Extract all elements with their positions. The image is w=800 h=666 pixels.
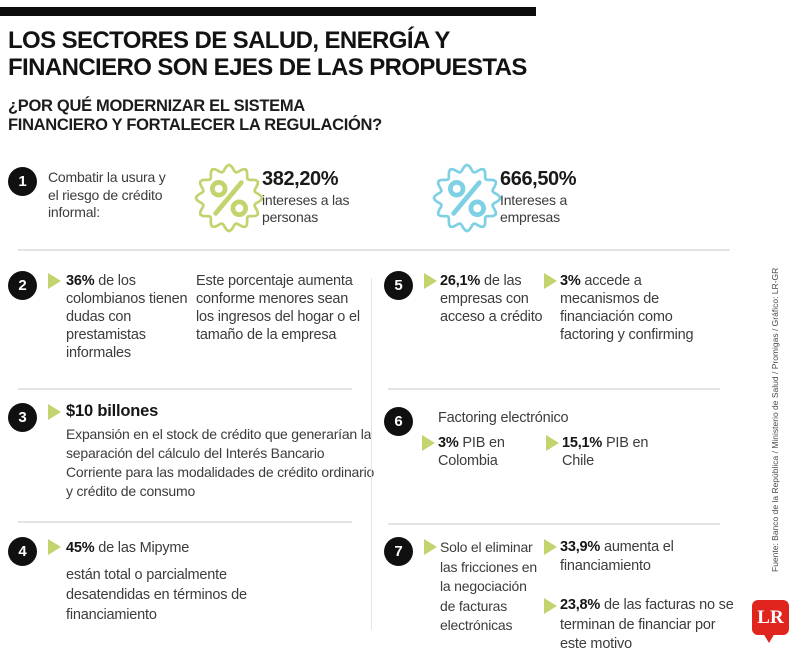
- item4-text: están total o parcialmente desatendidas …: [66, 567, 247, 623]
- arrow-icon: [48, 539, 61, 555]
- item3-number-badge: 3: [8, 403, 37, 432]
- page-subtitle-line1: ¿POR QUÉ MODERNIZAR EL SISTEMA: [8, 97, 305, 115]
- item6-col1: 3% PIB en Colombia: [438, 434, 530, 470]
- item5-text2: accede a mecanismos de financiación como…: [560, 273, 694, 343]
- top-bar: [0, 7, 536, 16]
- item1-persons-value: 382,20%: [262, 168, 339, 190]
- arrow-icon: [48, 273, 61, 289]
- item6-stat2: 15,1%: [562, 435, 603, 451]
- item6-stat1: 3%: [438, 435, 459, 451]
- item5-number-badge: 5: [384, 271, 413, 300]
- item5-stat2: 3%: [560, 273, 581, 289]
- arrow-icon: [544, 598, 557, 614]
- item7-text1: aumenta el financiamiento: [560, 539, 674, 574]
- arrow-icon: [544, 273, 557, 289]
- item7-stat1: 33,9%: [560, 539, 601, 555]
- item1-companies-label: Intereses a empresas: [500, 192, 568, 225]
- item1-text: Combatir la usura y el riesgo de crédito…: [48, 169, 166, 220]
- item3-stat: $10 billones: [66, 402, 159, 420]
- lr-logo: LR: [752, 600, 789, 643]
- divider: [18, 249, 730, 251]
- item4-stat-line: 45% de las Mipyme: [66, 539, 286, 557]
- arrow-icon: [422, 435, 435, 451]
- percent-glyph: [447, 180, 487, 218]
- item1-companies-value: 666,50%: [500, 168, 577, 190]
- item7-number-badge: 7: [384, 537, 413, 566]
- item2-stat: 36%: [66, 273, 95, 289]
- percent-glyph: [209, 180, 249, 218]
- item7-col1: 33,9% aumenta el financiamiento: [560, 538, 686, 576]
- item6-number-badge: 6: [384, 407, 413, 436]
- source-credit: Fuente: Banco de la República / Minister…: [770, 267, 780, 573]
- item2-stat-rest: de los colombianos tienen dudas con pres…: [66, 273, 188, 361]
- item2-note: Este porcentaje aumenta conforme menores…: [196, 273, 360, 343]
- item5-stat1: 26,1%: [440, 273, 481, 289]
- arrow-icon: [544, 539, 557, 555]
- divider: [388, 388, 720, 390]
- item3-text: Expansión en el stock de crédito que gen…: [66, 426, 375, 499]
- item7-text2: de las facturas no se terminan de financ…: [560, 597, 734, 652]
- item6-col2: 15,1% PIB en Chile: [562, 434, 650, 470]
- item1-number-badge: 1: [8, 167, 37, 196]
- item7-col2: 23,8% de las facturas no se terminan de …: [560, 596, 745, 655]
- divider: [18, 521, 352, 523]
- divider: [18, 388, 352, 390]
- column-divider: [371, 278, 372, 630]
- item5-text1: de las empresas con acceso a crédito: [440, 273, 543, 325]
- item2-stat-text: 36% de los colombianos tienen dudas con …: [66, 272, 194, 362]
- item7-text: Solo el eliminar las fricciones en la ne…: [440, 539, 537, 633]
- page-title-line2: FINANCIERO SON EJES DE LAS PROPUESTAS: [8, 54, 527, 81]
- item6-title: Factoring electrónico: [438, 410, 569, 426]
- item5-col2: 3% accede a mecanismos de financiación c…: [560, 272, 712, 344]
- item5-col1: 26,1% de las empresas con acceso a crédi…: [440, 272, 558, 326]
- item6-text2: PIB en Chile: [562, 435, 649, 469]
- percent-badge-blue-icon: [432, 163, 502, 233]
- item4-number-badge: 4: [8, 537, 37, 566]
- item4-stat: 45%: [66, 540, 95, 556]
- item7-stat2: 23,8%: [560, 597, 601, 613]
- arrow-icon: [48, 404, 61, 420]
- item2-number-badge: 2: [8, 271, 37, 300]
- arrow-icon: [546, 435, 559, 451]
- arrow-icon: [424, 273, 437, 289]
- item6-text1: PIB en Colombia: [438, 435, 505, 469]
- item1-persons-label: intereses a las personas: [262, 192, 350, 225]
- page-subtitle-line2: FINANCIERO Y FORTALECER LA REGULACIÓN?: [8, 116, 382, 134]
- arrow-icon: [424, 539, 437, 555]
- divider: [388, 523, 720, 525]
- item4-stat-suffix: de las Mipyme: [94, 540, 190, 556]
- page-title-line1: LOS SECTORES DE SALUD, ENERGÍA Y: [8, 27, 450, 54]
- percent-badge-green-icon: [194, 163, 264, 233]
